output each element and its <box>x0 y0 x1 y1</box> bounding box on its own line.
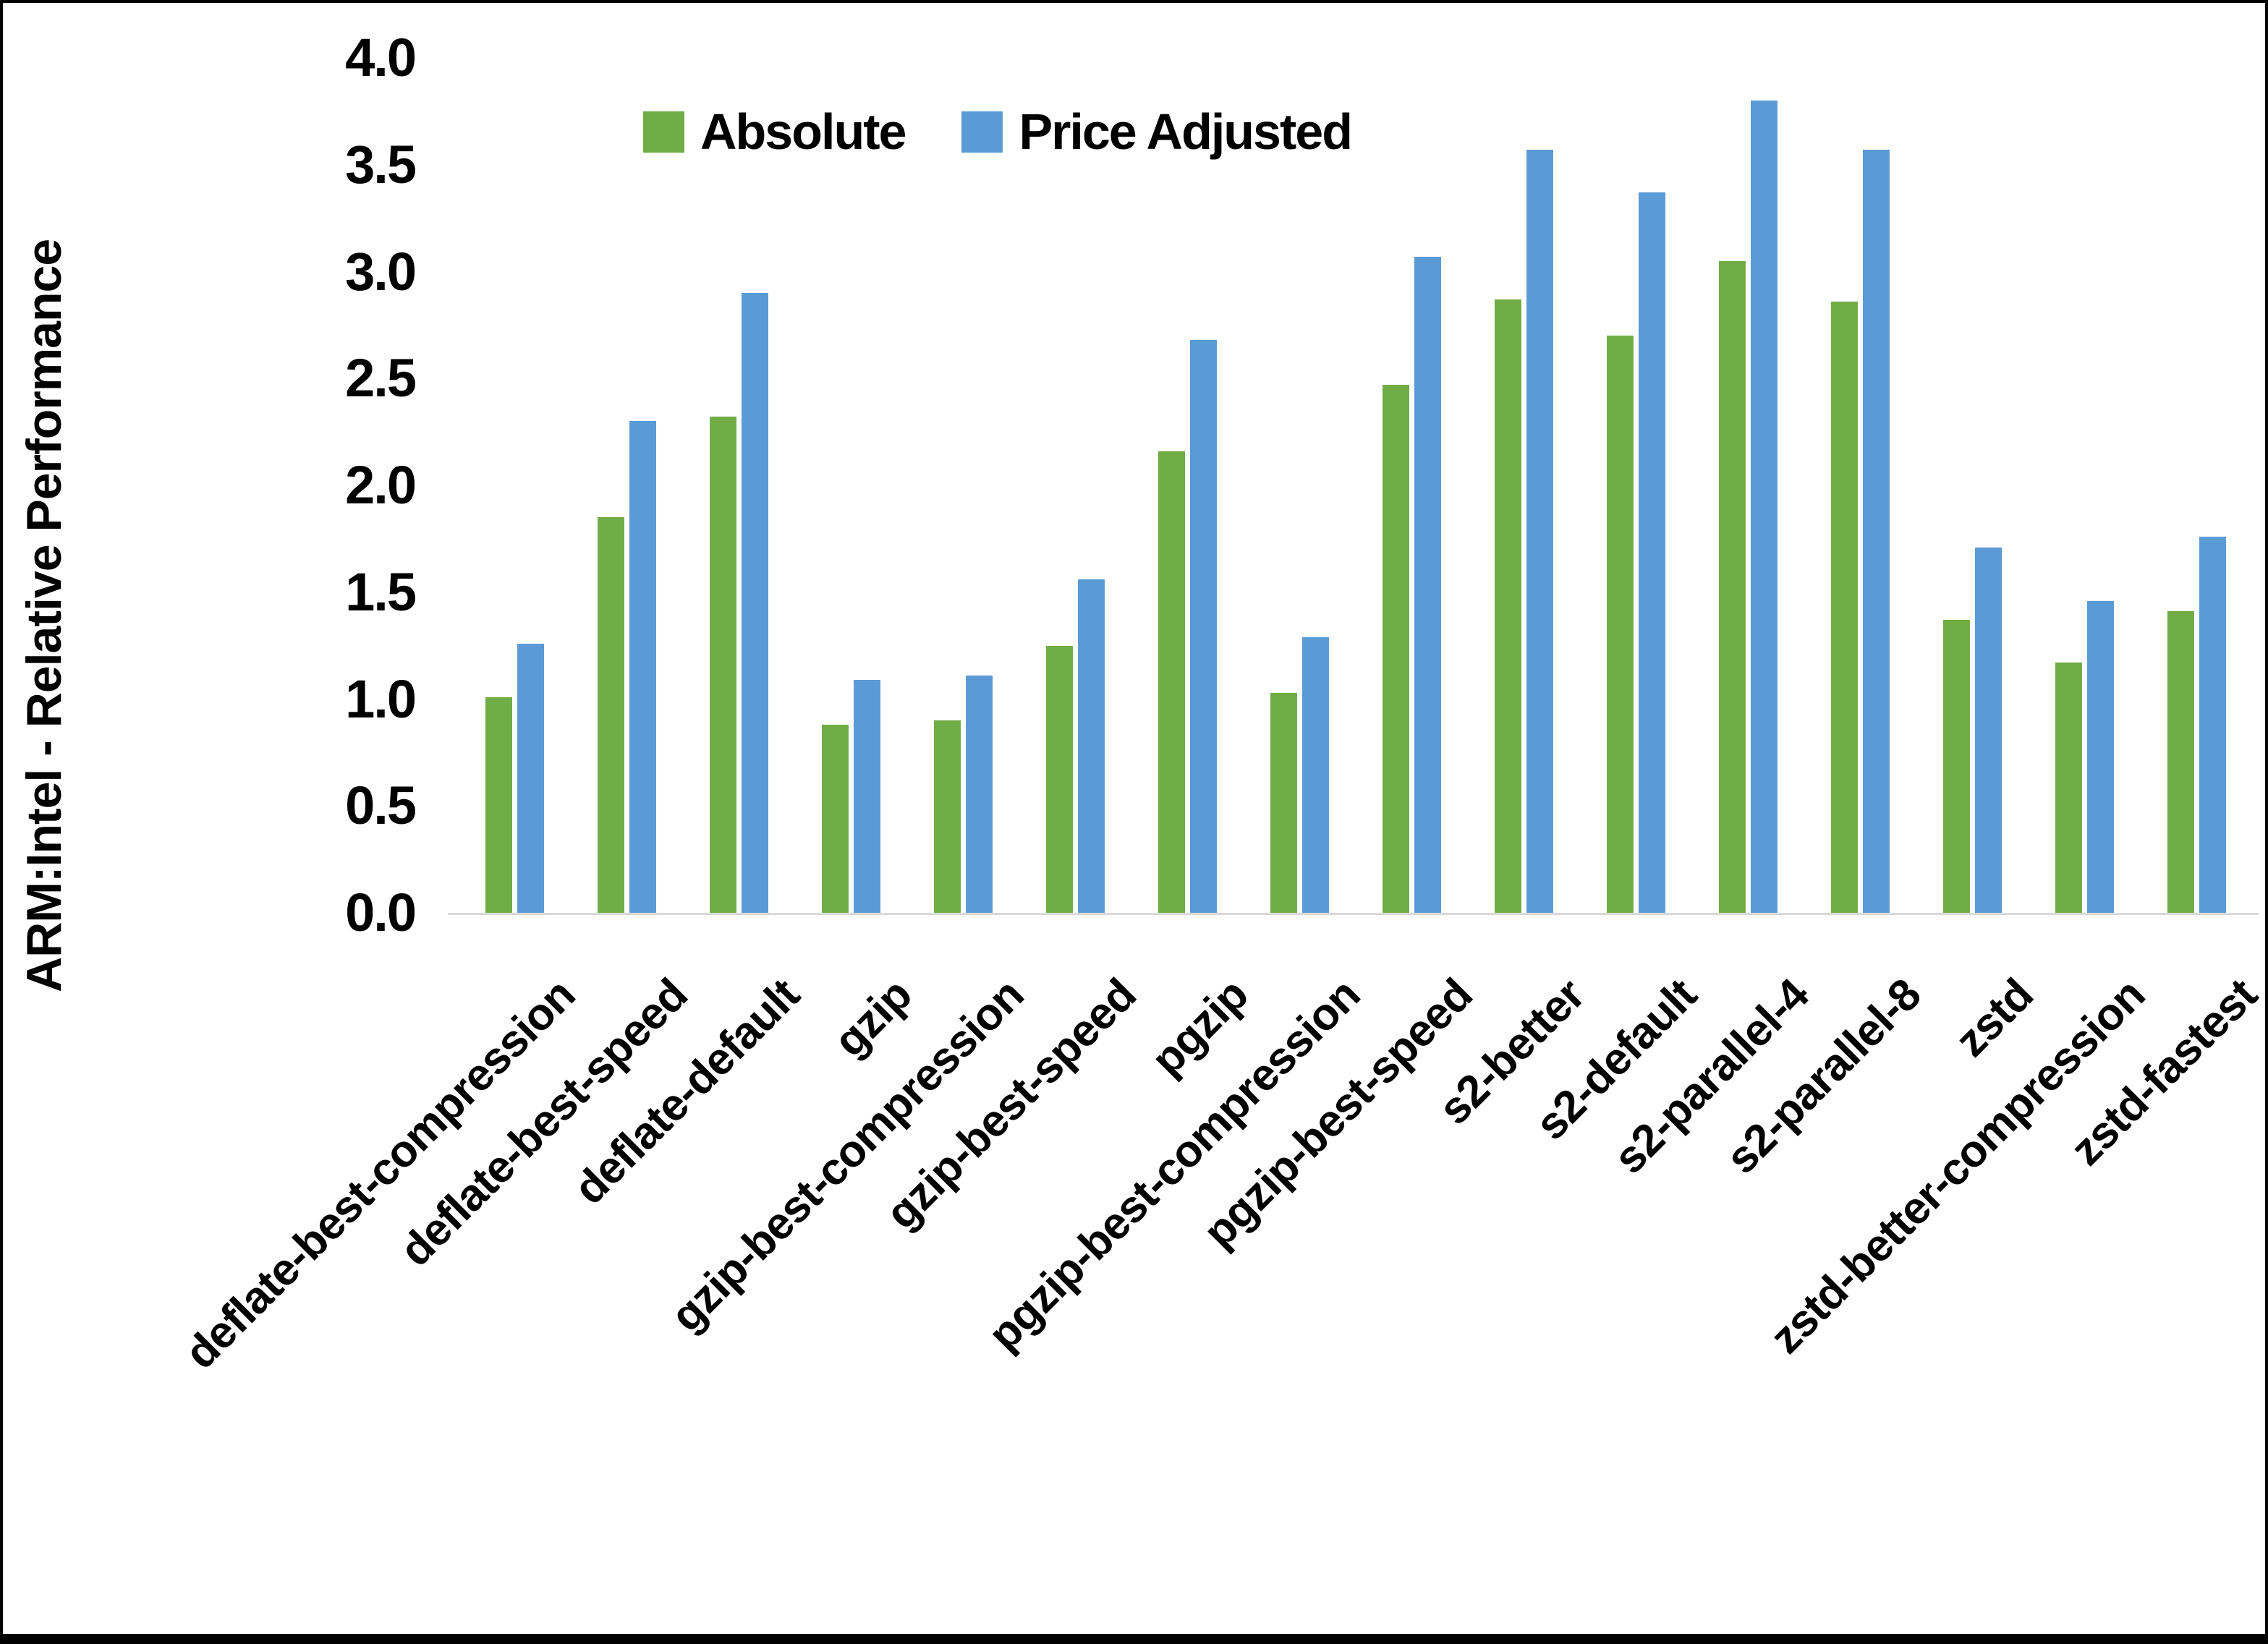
bar-price-adjusted-gzip-best-speed <box>1078 579 1105 913</box>
bar-absolute-zstd <box>1943 620 1970 913</box>
legend-label-absolute: Absolute <box>700 103 906 160</box>
y-tick-label: 4.0 <box>345 27 417 88</box>
bar-price-adjusted-deflate-best-compression <box>517 644 544 913</box>
bar-price-adjusted-zstd-fastest <box>2199 537 2226 913</box>
bar-price-adjusted-s2-parallel-4 <box>1751 101 1778 913</box>
bar-price-adjusted-gzip-best-compression <box>966 676 993 913</box>
legend: Absolute Price Adjusted <box>643 103 1353 161</box>
x-axis-category-label: s2-parallel-8 <box>1716 969 1930 1184</box>
bar-price-adjusted-pgzip <box>1190 340 1217 913</box>
bar-price-adjusted-s2-parallel-8 <box>1863 150 1890 913</box>
bar-price-adjusted-zstd <box>1975 548 2002 913</box>
bar-absolute-s2-parallel-4 <box>1719 261 1746 913</box>
bar-absolute-pgzip-best-speed <box>1383 385 1409 913</box>
bar-absolute-deflate-best-speed <box>598 517 624 913</box>
bar-absolute-zstd-fastest <box>2167 611 2194 913</box>
bar-absolute-gzip-best-compression <box>934 720 961 913</box>
x-axis-line <box>448 913 2259 915</box>
bar-price-adjusted-s2-better <box>1526 150 1553 913</box>
bar-absolute-deflate-default <box>710 417 736 913</box>
bar-absolute-gzip-best-speed <box>1046 646 1073 913</box>
bar-absolute-s2-default <box>1607 336 1634 913</box>
legend-label-price-adjusted: Price Adjusted <box>1019 103 1353 160</box>
bar-price-adjusted-pgzip-best-compression <box>1302 637 1329 913</box>
bar-absolute-gzip <box>822 725 849 913</box>
bar-price-adjusted-zstd-better-compression <box>2087 601 2114 913</box>
bar-price-adjusted-pgzip-best-speed <box>1414 257 1441 913</box>
y-tick-label: 3.5 <box>345 134 417 195</box>
bar-price-adjusted-deflate-default <box>742 293 768 913</box>
bar-absolute-s2-parallel-8 <box>1831 302 1858 913</box>
y-axis-title: ARM:Intel - Relative Performance <box>17 239 72 992</box>
bar-absolute-deflate-best-compression <box>485 697 512 913</box>
y-tick-label: 1.5 <box>345 561 417 622</box>
bar-price-adjusted-gzip <box>854 680 880 913</box>
y-tick-label: 0.5 <box>345 775 417 836</box>
legend-item-absolute: Absolute <box>643 103 906 161</box>
y-tick-label: 1.0 <box>345 668 417 729</box>
x-axis-category-label: zstd <box>1945 969 2042 1067</box>
legend-swatch-price-adjusted-icon <box>961 111 1003 153</box>
y-tick-label: 2.5 <box>345 348 417 409</box>
legend-swatch-absolute-icon <box>643 111 684 153</box>
legend-item-price-adjusted: Price Adjusted <box>961 103 1353 161</box>
x-axis-category-label: gzip <box>824 969 921 1067</box>
bar-price-adjusted-s2-default <box>1639 192 1665 913</box>
bar-price-adjusted-deflate-best-speed <box>629 421 656 913</box>
y-tick-label: 2.0 <box>345 455 417 515</box>
bar-absolute-s2-better <box>1495 299 1521 913</box>
y-tick-label: 0.0 <box>345 882 417 942</box>
bar-absolute-pgzip <box>1158 451 1185 913</box>
y-tick-label: 3.0 <box>345 241 417 302</box>
bar-absolute-zstd-better-compression <box>2055 663 2082 913</box>
bar-absolute-pgzip-best-compression <box>1270 693 1297 913</box>
